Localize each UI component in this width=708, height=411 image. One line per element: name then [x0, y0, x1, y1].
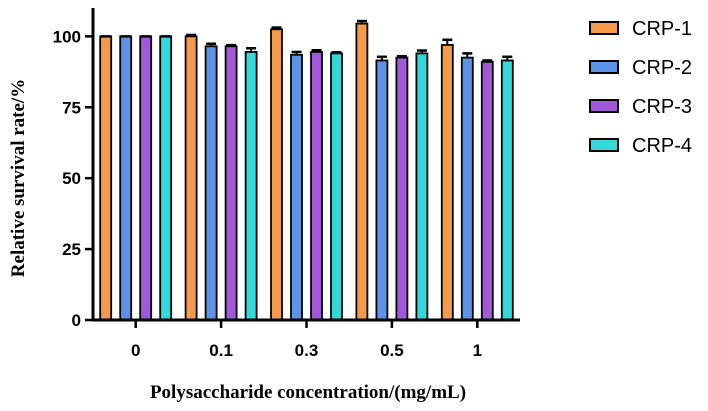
- y-tick-label: 0: [72, 311, 81, 330]
- legend-label: CRP-3: [632, 96, 692, 118]
- y-tick-label: 100: [53, 27, 81, 46]
- x-axis-title: Polysaccharide concentration/(mg/mL): [150, 382, 466, 403]
- bar: [119, 35, 133, 321]
- bar: [395, 56, 409, 321]
- y-tick-label: 50: [62, 169, 81, 188]
- legend-swatch: [589, 138, 619, 152]
- bar: [440, 43, 454, 321]
- legend: CRP-1 CRP-2 CRP-3 CRP-4: [589, 18, 692, 157]
- bar: [290, 53, 303, 321]
- y-tick-label: 75: [62, 98, 81, 117]
- y-tick-label: 25: [62, 240, 81, 259]
- bar: [99, 35, 113, 321]
- bar: [139, 35, 153, 321]
- y-axis: 0 25 50 75 100: [53, 8, 95, 330]
- legend-swatch: [589, 21, 619, 35]
- x-tick-label: 0: [131, 341, 140, 360]
- legend-label: CRP-4: [632, 135, 692, 157]
- legend-swatch: [589, 60, 619, 74]
- x-tick-label: 0.1: [209, 341, 233, 360]
- legend-label: CRP-2: [632, 57, 692, 79]
- bar: [330, 52, 343, 321]
- bar: [224, 45, 238, 321]
- bar: [270, 28, 283, 321]
- x-axis: 0 0.1 0.3 0.5 1: [91, 318, 520, 360]
- bar: [159, 35, 173, 321]
- bar: [204, 45, 218, 321]
- y-axis-title: Relative survival rate/%: [8, 79, 29, 277]
- bar: [244, 51, 258, 321]
- bar: [480, 60, 494, 321]
- legend-label: CRP-1: [632, 18, 692, 40]
- x-tick-label: 1: [473, 341, 482, 360]
- bar: [415, 52, 429, 321]
- x-tick-label: 0.5: [380, 341, 404, 360]
- bar: [500, 59, 514, 321]
- bar: [184, 35, 198, 321]
- plot-area: [99, 19, 514, 321]
- legend-swatch: [589, 99, 619, 113]
- bar: [355, 22, 369, 321]
- bar: [310, 51, 323, 321]
- bar: [375, 59, 389, 321]
- x-tick-label: 0.3: [295, 341, 319, 360]
- bar: [460, 56, 474, 321]
